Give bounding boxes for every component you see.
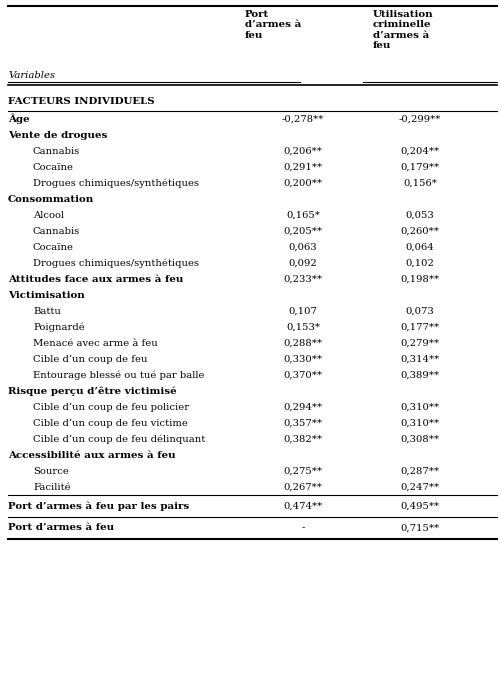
Text: 0,063: 0,063	[289, 242, 317, 251]
Text: Âge: Âge	[8, 114, 30, 124]
Text: 0,310**: 0,310**	[400, 419, 439, 428]
Text: Cannabis: Cannabis	[33, 227, 80, 236]
Text: 0,107: 0,107	[289, 306, 318, 315]
Text: 0,495**: 0,495**	[400, 501, 439, 511]
Text: 0,474**: 0,474**	[284, 501, 323, 511]
Text: Attitudes face aux armes à feu: Attitudes face aux armes à feu	[8, 274, 183, 283]
Text: -0,278**: -0,278**	[282, 114, 324, 123]
Text: 0,260**: 0,260**	[401, 227, 439, 236]
Text: 0,206**: 0,206**	[284, 146, 323, 155]
Text: 0,279**: 0,279**	[400, 338, 439, 347]
Text: 0,092: 0,092	[289, 259, 317, 268]
Text: 0,310**: 0,310**	[400, 402, 439, 411]
Text: 0,287**: 0,287**	[400, 466, 439, 475]
Text: 0,357**: 0,357**	[284, 419, 323, 428]
Text: Variables: Variables	[8, 71, 55, 80]
Text: 0,165*: 0,165*	[286, 210, 320, 219]
Text: Drogues chimiques/synthétiques: Drogues chimiques/synthétiques	[33, 178, 199, 188]
Text: Cible d’un coup de feu victime: Cible d’un coup de feu victime	[33, 419, 188, 428]
Text: 0,247**: 0,247**	[400, 483, 439, 492]
Text: Cible d’un coup de feu délinquant: Cible d’un coup de feu délinquant	[33, 434, 205, 444]
Text: Victimisation: Victimisation	[8, 291, 85, 300]
Text: 0,200**: 0,200**	[284, 178, 323, 187]
Text: Poignardé: Poignardé	[33, 322, 85, 332]
Text: Menacé avec arme à feu: Menacé avec arme à feu	[33, 338, 158, 347]
Text: 0,291**: 0,291**	[284, 163, 323, 172]
Text: 0,294**: 0,294**	[284, 402, 323, 411]
Text: Utilisation
criminelle
d’armes à
feu: Utilisation criminelle d’armes à feu	[373, 10, 434, 50]
Text: Port
d’armes à
feu: Port d’armes à feu	[245, 10, 301, 39]
Text: 0,308**: 0,308**	[400, 434, 439, 443]
Text: 0,198**: 0,198**	[400, 274, 439, 283]
Text: Cannabis: Cannabis	[33, 146, 80, 155]
Text: 0,053: 0,053	[406, 210, 434, 219]
Text: 0,288**: 0,288**	[284, 338, 323, 347]
Text: Consommation: Consommation	[8, 195, 94, 204]
Text: Facilité: Facilité	[33, 483, 71, 492]
Text: 0,179**: 0,179**	[400, 163, 439, 172]
Text: 0,233**: 0,233**	[284, 274, 323, 283]
Text: FACTEURS INDIVIDUELS: FACTEURS INDIVIDUELS	[8, 97, 155, 106]
Text: Vente de drogues: Vente de drogues	[8, 131, 107, 140]
Text: 0,073: 0,073	[406, 306, 434, 315]
Text: Battu: Battu	[33, 306, 61, 315]
Text: Cible d’un coup de feu policier: Cible d’un coup de feu policier	[33, 402, 189, 411]
Text: Source: Source	[33, 466, 69, 475]
Text: 0,156*: 0,156*	[403, 178, 437, 187]
Text: -: -	[301, 524, 305, 533]
Text: 0,204**: 0,204**	[400, 146, 439, 155]
Text: Cible d’un coup de feu: Cible d’un coup de feu	[33, 355, 147, 364]
Text: 0,715**: 0,715**	[400, 524, 439, 533]
Text: 0,205**: 0,205**	[284, 227, 323, 236]
Text: Cocaïne: Cocaïne	[33, 242, 74, 251]
Text: 0,330**: 0,330**	[284, 355, 323, 364]
Text: Port d’armes à feu: Port d’armes à feu	[8, 524, 114, 533]
Text: Cocaïne: Cocaïne	[33, 163, 74, 172]
Text: 0,370**: 0,370**	[284, 370, 323, 379]
Text: 0,267**: 0,267**	[284, 483, 323, 492]
Text: Alcool: Alcool	[33, 210, 64, 219]
Text: Port d’armes à feu par les pairs: Port d’armes à feu par les pairs	[8, 501, 189, 511]
Text: 0,177**: 0,177**	[400, 323, 439, 332]
Text: 0,064: 0,064	[406, 242, 434, 251]
Text: Risque perçu d’être victimisé: Risque perçu d’être victimisé	[8, 386, 177, 396]
Text: 0,314**: 0,314**	[400, 355, 439, 364]
Text: 0,102: 0,102	[406, 259, 434, 268]
Text: Entourage blessé ou tué par balle: Entourage blessé ou tué par balle	[33, 370, 204, 380]
Text: Accessibilité aux armes à feu: Accessibilité aux armes à feu	[8, 451, 176, 460]
Text: 0,275**: 0,275**	[284, 466, 323, 475]
Text: Drogues chimiques/synthétiques: Drogues chimiques/synthétiques	[33, 258, 199, 268]
Text: 0,153*: 0,153*	[286, 323, 320, 332]
Text: 0,382**: 0,382**	[284, 434, 323, 443]
Text: 0,389**: 0,389**	[400, 370, 439, 379]
Text: -0,299**: -0,299**	[399, 114, 441, 123]
